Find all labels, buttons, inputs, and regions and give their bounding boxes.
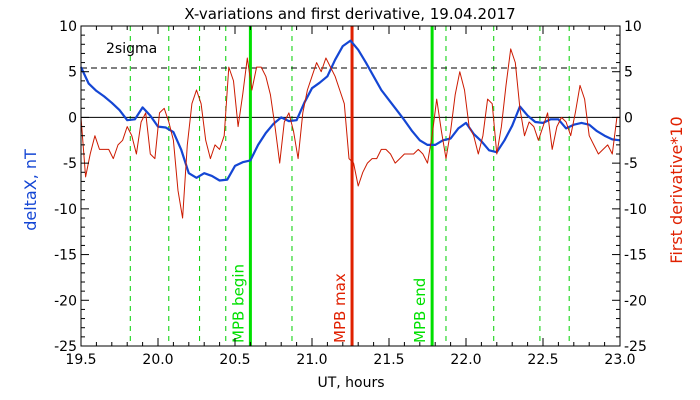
y-tick-label-right: 5 (624, 65, 633, 81)
y-tick-label-left: -10 (54, 202, 77, 218)
y-tick-label-right: -25 (624, 339, 647, 355)
y-tick-label-right: -15 (624, 248, 647, 264)
derivative-series-line (80, 48, 620, 219)
y-tick-label-left: 10 (59, 19, 77, 35)
chart-title: X-variations and first derivative, 19.04… (184, 5, 515, 23)
y-tick-label-left: -5 (63, 156, 77, 172)
y-tick-label-right: -10 (624, 202, 647, 218)
y-tick-label-right: -20 (624, 293, 647, 309)
marker-label: MPB end (411, 278, 429, 343)
left-y-axis-label: deltaX, nT (21, 149, 40, 231)
plot-area: MPB begin MPB max MPB end 10 10 5 5 0 0 -5 -5 -10 -1… (54, 19, 647, 368)
y-tick-label-left: -25 (54, 339, 77, 355)
x-tick-label: 21.0 (296, 352, 327, 368)
x-tick-label: 22.0 (450, 352, 481, 368)
y-tick-label-right: -5 (624, 156, 638, 172)
right-y-axis-label: First derivative*10 (667, 116, 686, 263)
x-tick-label: 20.5 (219, 352, 250, 368)
x-tick-label: 21.5 (373, 352, 404, 368)
y-tick-label-left: -15 (54, 248, 77, 264)
marker-label: MPB max (331, 273, 349, 343)
x-tick-label: 20.0 (142, 352, 173, 368)
plot-frame (80, 25, 621, 347)
x-tick-label: 23.0 (604, 352, 635, 368)
sigma-label: 2sigma (106, 41, 157, 57)
y-tick-label-left: 0 (68, 110, 77, 126)
y-tick-label-left: -20 (54, 293, 77, 309)
y-tick-label-right: 0 (624, 110, 633, 126)
y-tick-label-right: 10 (624, 19, 642, 35)
x-tick-label: 19.5 (65, 352, 96, 368)
x-tick-label: 22.5 (527, 352, 558, 368)
x-axis-label: UT, hours (317, 375, 384, 391)
marker-label: MPB begin (229, 264, 247, 343)
y-tick-label-left: 5 (68, 65, 77, 81)
